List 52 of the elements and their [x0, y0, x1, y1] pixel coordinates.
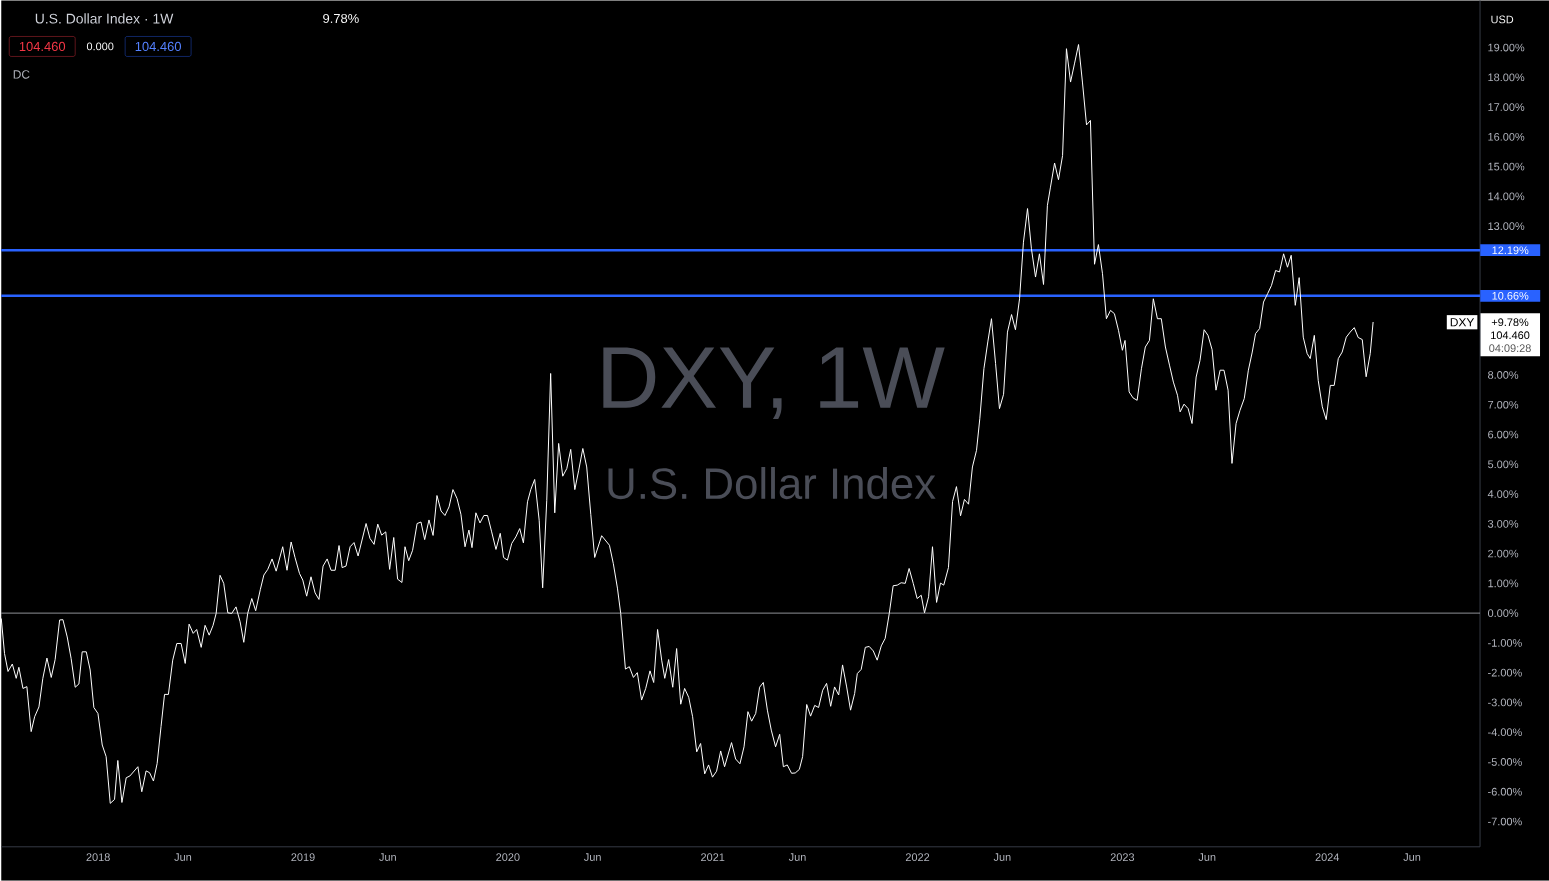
- y-tick-label: 2.00%: [1488, 549, 1519, 558]
- x-tick-label: 2023: [1110, 853, 1135, 862]
- x-tick-label: Jun: [174, 853, 192, 862]
- annotation: U.S. Dollar Index: [608, 467, 936, 500]
- x-tick-label: 2021: [701, 853, 725, 862]
- y-tick-label: -1.00%: [1488, 639, 1522, 647]
- x-tick-label: 2018: [86, 853, 110, 862]
- x-tick-label: Jun: [379, 853, 396, 862]
- x-tick-label: Jun: [1198, 853, 1216, 862]
- x-tick-label: 2022: [905, 853, 930, 862]
- text: +9.78%: [1491, 318, 1529, 327]
- y-tick-label: 6.00%: [1488, 430, 1519, 439]
- annotation: DXY: [1450, 318, 1475, 327]
- annotation: DC: [13, 70, 30, 79]
- y-tick-label: 4.00%: [1487, 490, 1519, 499]
- text: 04:09:28: [1489, 344, 1531, 353]
- y-tick-label: 15.00%: [1488, 162, 1525, 171]
- y-tick-label: 3.00%: [1487, 520, 1519, 528]
- y-tick-label: 0.00%: [1487, 609, 1519, 618]
- y-tick-label: -7.00%: [1488, 817, 1522, 826]
- text: USD: [1491, 15, 1514, 24]
- ref-line-label: 10.66%: [1492, 292, 1529, 300]
- annotation: 104.460: [135, 41, 182, 52]
- y-tick-label: -4.00%: [1488, 728, 1522, 737]
- annotation: 0.000: [86, 42, 114, 51]
- x-tick-label: Jun: [788, 853, 806, 862]
- y-tick-label: -6.00%: [1488, 787, 1522, 796]
- y-tick-label: 5.00%: [1488, 460, 1519, 469]
- y-tick-label: 19.00%: [1488, 43, 1525, 52]
- text: U.S. Dollar Index · 1W: [35, 13, 174, 24]
- ref-line-label: 12.19%: [1492, 246, 1529, 255]
- x-tick-label: 2020: [496, 853, 520, 862]
- y-tick-label: 7.00%: [1488, 400, 1519, 409]
- y-tick-label: 14.00%: [1488, 192, 1525, 201]
- annotation: 104.460: [19, 41, 66, 52]
- annotation: DXY, 1W: [603, 347, 945, 420]
- y-tick-label: -3.00%: [1488, 698, 1522, 707]
- y-tick-label: 16.00%: [1488, 133, 1525, 141]
- x-tick-label: 2024: [1315, 853, 1340, 862]
- y-tick-label: 17.00%: [1488, 103, 1525, 112]
- y-tick-label: 8.00%: [1488, 371, 1519, 379]
- y-tick-label: 18.00%: [1488, 73, 1525, 82]
- text: 104.460: [1491, 331, 1530, 340]
- x-tick-label: 2019: [291, 853, 315, 862]
- y-tick-label: -5.00%: [1488, 758, 1522, 766]
- y-tick-label: -2.00%: [1488, 668, 1522, 677]
- x-tick-label: Jun: [583, 853, 601, 862]
- annotation: 9.78%: [323, 14, 359, 24]
- x-tick-label: Jun: [1403, 853, 1421, 862]
- x-tick-label: Jun: [993, 853, 1011, 862]
- y-tick-label: 1.00%: [1488, 579, 1519, 588]
- y-tick-label: 13.00%: [1488, 222, 1525, 231]
